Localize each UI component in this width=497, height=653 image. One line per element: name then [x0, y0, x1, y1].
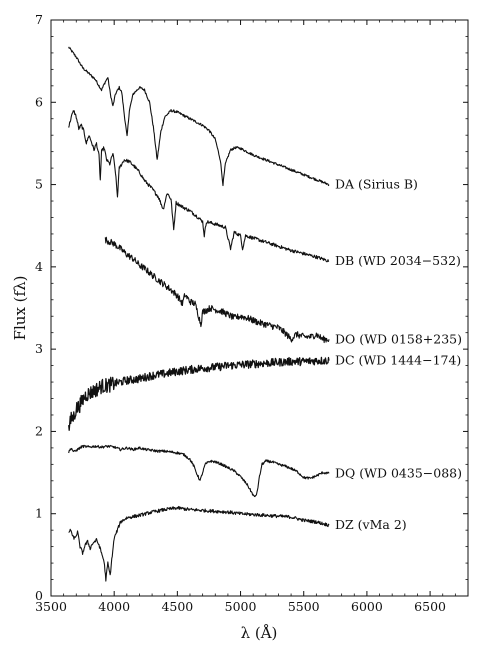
axis-ticks [50, 19, 468, 597]
x-tick-label: 5000 [225, 599, 257, 614]
y-tick-label: 3 [35, 341, 43, 356]
series-label: DB (WD 2034−532) [335, 253, 461, 268]
y-tick-label: 6 [35, 94, 43, 109]
series-line [68, 505, 330, 582]
series-label: DO (WD 0158+235) [335, 331, 462, 346]
series-label: DQ (WD 0435−088) [335, 465, 462, 480]
series-label: DZ (vMa 2) [335, 517, 407, 532]
x-axis-title: λ (Å) [241, 624, 278, 642]
y-tick-label: 7 [35, 12, 43, 27]
y-tick-label: 0 [35, 588, 43, 603]
y-tick-label: 4 [35, 259, 43, 274]
x-tick-label: 4000 [98, 599, 130, 614]
series-label: DC (WD 1444−174) [335, 353, 461, 368]
y-axis-title: Flux (fλ) [11, 276, 29, 341]
series-line [68, 110, 330, 263]
tick-labels: 3500 4000 4500 5000 5500 6000 6500 0 1 2 3 4 5 6 7 [35, 12, 446, 614]
y-tick-label: 2 [35, 423, 43, 438]
y-tick-label: 5 [35, 177, 43, 192]
series-line [104, 236, 330, 344]
plot-frame [50, 19, 469, 597]
series-lines [68, 46, 330, 582]
x-tick-label: 3500 [35, 599, 67, 614]
series-labels: DA (Sirius B) DB (WD 2034−532) DO (WD 0158… [335, 177, 462, 533]
x-tick-label: 4500 [161, 599, 193, 614]
series-label: DA (Sirius B) [335, 177, 418, 192]
x-tick-label: 6000 [351, 599, 383, 614]
y-tick-label: 1 [35, 506, 43, 521]
series-line [68, 356, 330, 431]
series-line [68, 444, 330, 498]
x-tick-label: 5500 [288, 599, 320, 614]
x-tick-label: 6500 [414, 599, 446, 614]
series-line [68, 46, 330, 187]
